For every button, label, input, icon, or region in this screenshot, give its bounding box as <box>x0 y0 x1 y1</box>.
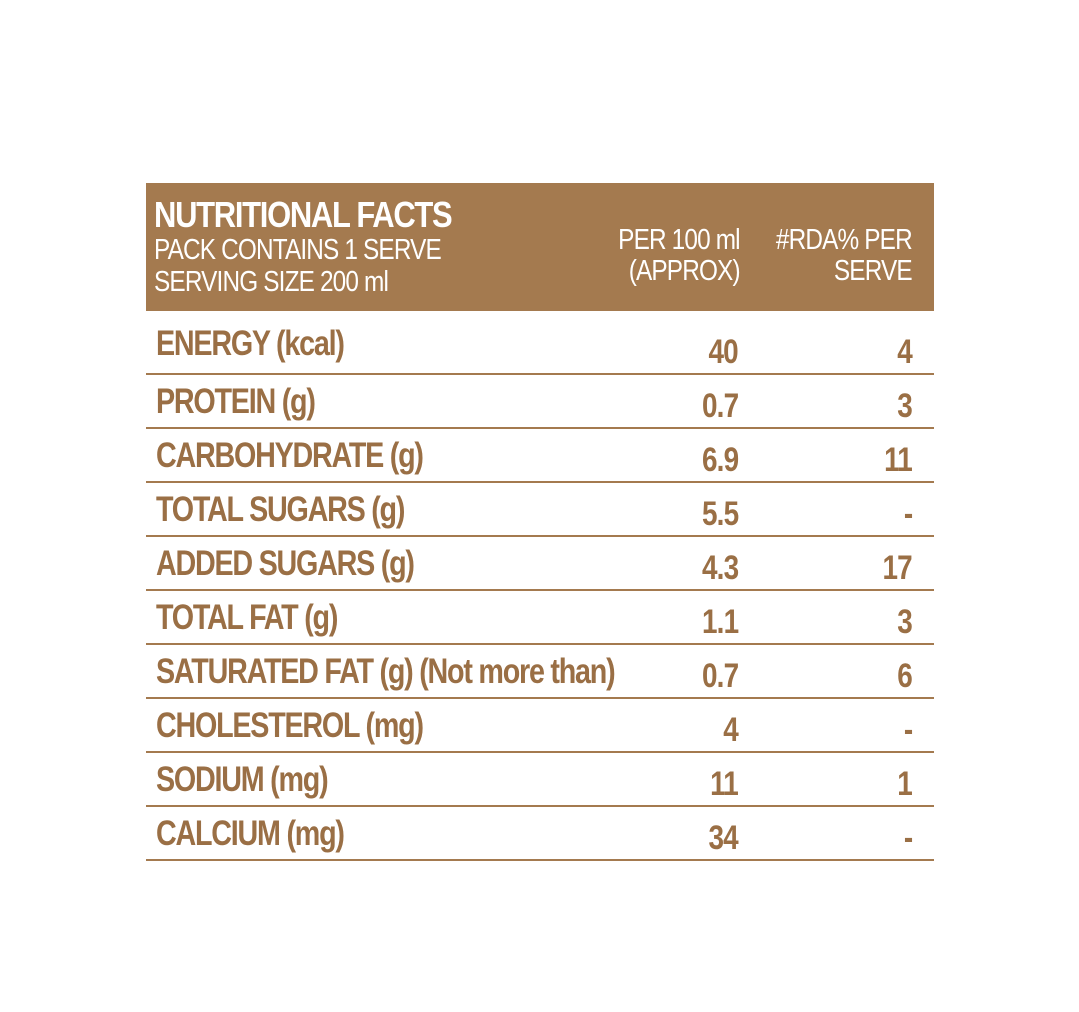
per100-value: 11 <box>710 765 739 803</box>
per100-value: 0.7 <box>701 657 739 695</box>
rda-value: 6 <box>897 657 913 695</box>
nutrient-label: SATURATED FAT (g) (Not more than) <box>156 652 616 691</box>
rda-value: 3 <box>897 603 913 641</box>
table-title: NUTRITIONAL FACTS <box>154 194 453 235</box>
per100-value: 4.3 <box>701 549 739 587</box>
rda-value: 4 <box>897 333 913 371</box>
nutrient-label: PROTEIN (g) <box>156 382 316 421</box>
rda-value: - <box>903 819 913 857</box>
table-row: SODIUM (mg) 11 1 <box>146 753 934 807</box>
serving-size: SERVING SIZE 200 ml <box>154 266 389 298</box>
table-row: ENERGY (kcal) 40 4 <box>146 311 934 375</box>
column-header-rda-line1: #RDA% PER <box>776 224 913 256</box>
rda-value: 1 <box>897 765 913 803</box>
nutrient-label: SODIUM (mg) <box>156 760 329 799</box>
column-header-rda-line2: SERVE <box>834 255 913 287</box>
per100-value: 1.1 <box>701 603 739 641</box>
table-row: TOTAL FAT (g) 1.1 3 <box>146 591 934 645</box>
per100-value: 6.9 <box>701 441 739 479</box>
per100-value: 4 <box>723 711 739 749</box>
table-row: CALCIUM (mg) 34 - <box>146 807 934 861</box>
table-row: CHOLESTEROL (mg) 4 - <box>146 699 934 753</box>
rda-value: 11 <box>884 441 913 479</box>
nutrient-label: CHOLESTEROL (mg) <box>156 706 424 745</box>
table-header: NUTRITIONAL FACTS PACK CONTAINS 1 SERVE … <box>146 183 934 311</box>
rda-value: 17 <box>882 549 913 587</box>
table-body: ENERGY (kcal) 40 4 PROTEIN (g) 0.7 3 CAR… <box>146 311 934 861</box>
per100-value: 40 <box>708 333 739 371</box>
nutrient-label: TOTAL FAT (g) <box>156 598 338 637</box>
column-header-per100-line2: (APPROX) <box>628 255 741 287</box>
column-header-per100-line1: PER 100 ml <box>618 224 740 256</box>
per100-value: 34 <box>708 819 739 857</box>
table-row: TOTAL SUGARS (g) 5.5 - <box>146 483 934 537</box>
column-header-per100: PER 100 ml (APPROX) <box>618 225 740 287</box>
nutrient-label: ENERGY (kcal) <box>156 324 345 363</box>
rda-value: - <box>903 711 913 749</box>
pack-contains: PACK CONTAINS 1 SERVE <box>154 234 442 266</box>
per100-value: 5.5 <box>701 495 739 533</box>
nutrition-facts-table: NUTRITIONAL FACTS PACK CONTAINS 1 SERVE … <box>146 183 934 861</box>
per100-value: 0.7 <box>701 387 739 425</box>
column-header-rda: #RDA% PER SERVE <box>776 224 913 287</box>
table-row: SATURATED FAT (g) (Not more than) 0.7 6 <box>146 645 934 699</box>
nutrient-label: TOTAL SUGARS (g) <box>156 490 405 529</box>
nutrient-label: ADDED SUGARS (g) <box>156 544 415 583</box>
table-row: PROTEIN (g) 0.7 3 <box>146 375 934 429</box>
nutrient-label: CARBOHYDRATE (g) <box>156 436 424 475</box>
table-row: CARBOHYDRATE (g) 6.9 11 <box>146 429 934 483</box>
rda-value: - <box>903 495 913 533</box>
nutrient-label: CALCIUM (mg) <box>156 814 345 853</box>
table-row: ADDED SUGARS (g) 4.3 17 <box>146 537 934 591</box>
rda-value: 3 <box>897 387 913 425</box>
